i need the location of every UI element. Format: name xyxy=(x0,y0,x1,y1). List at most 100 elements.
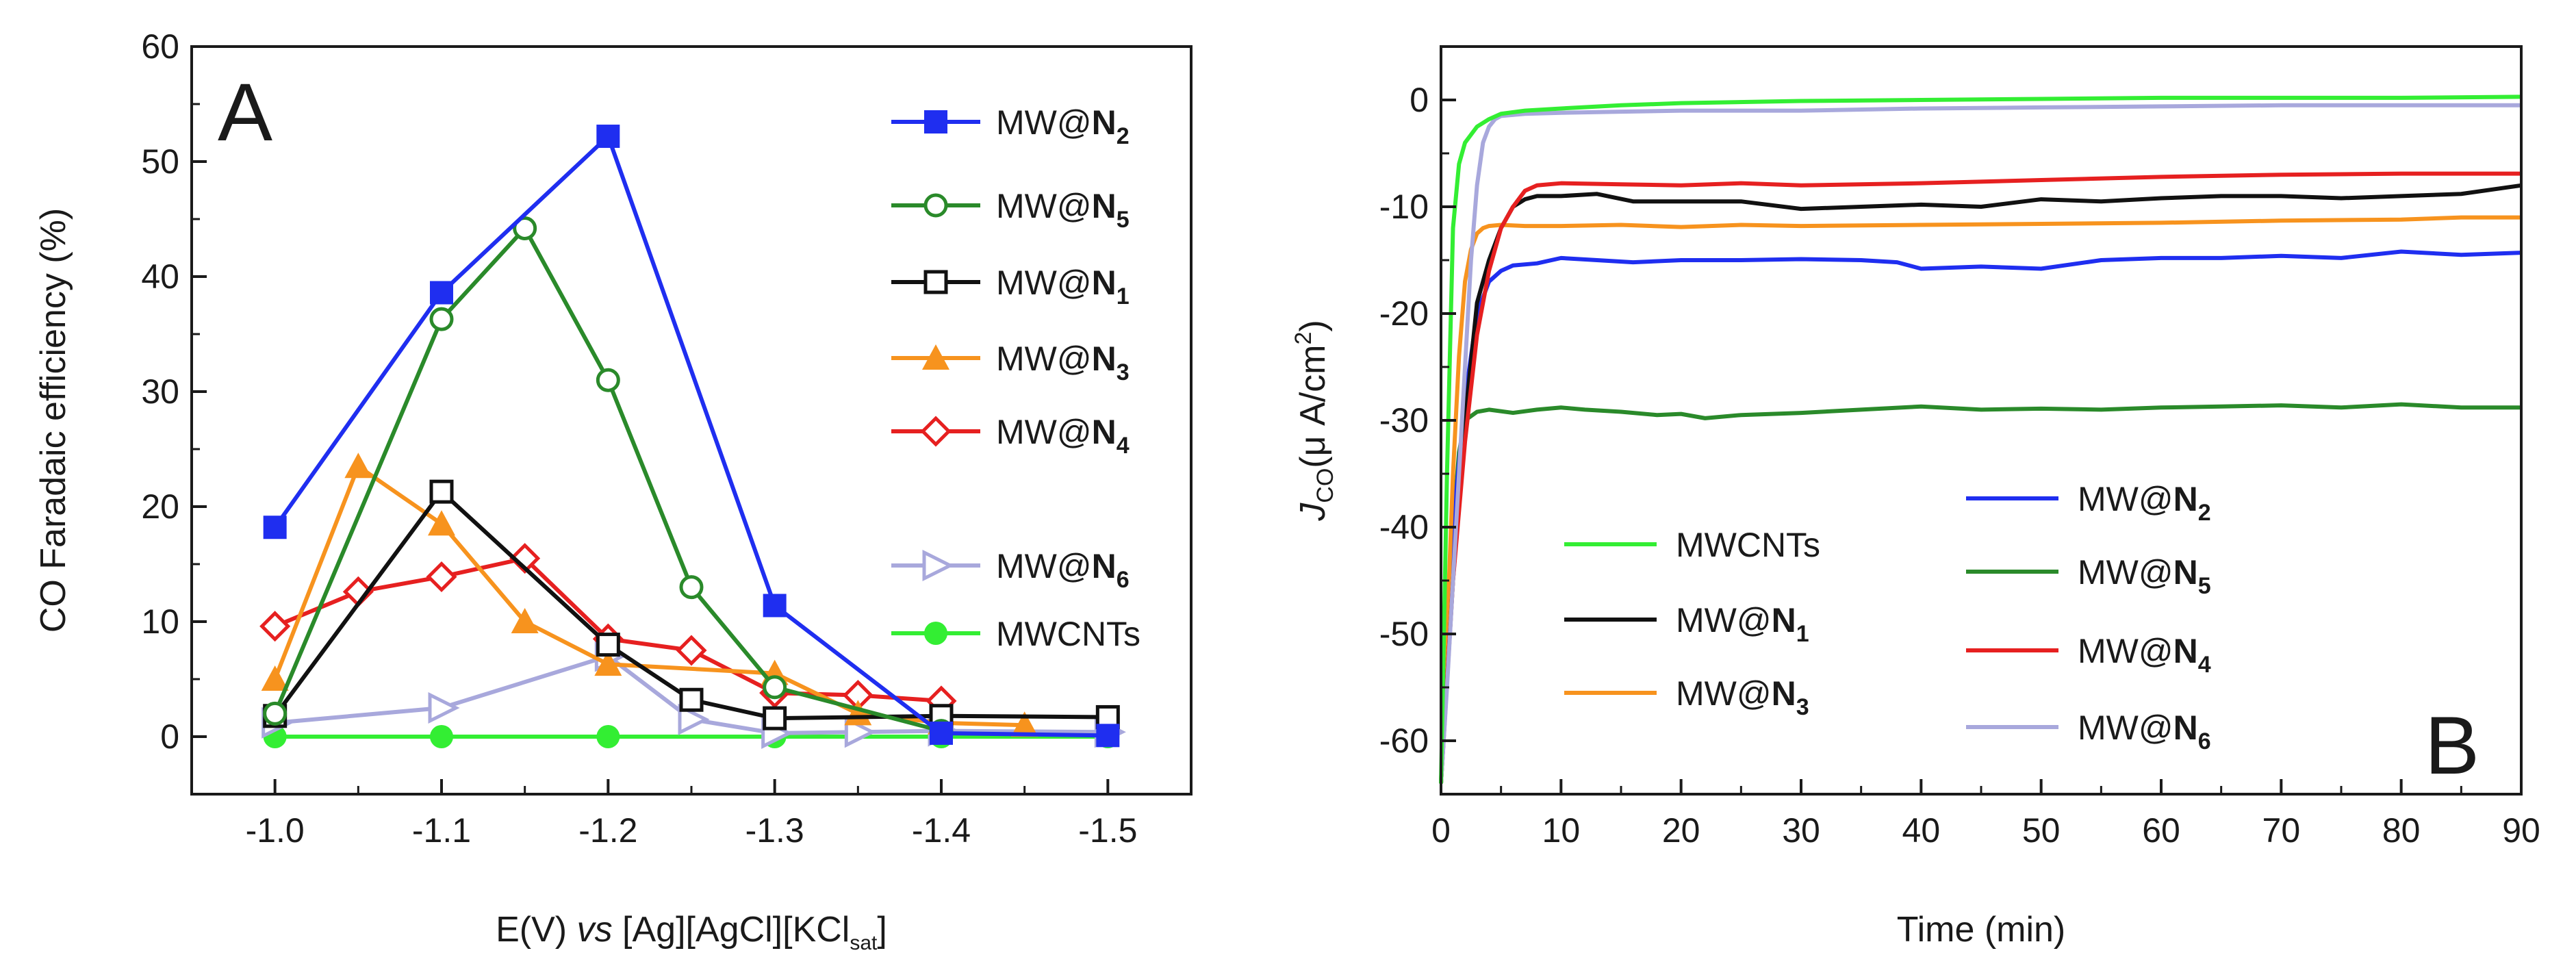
panel-a-legend-mw-n1-label: MW@N1 xyxy=(996,264,1130,309)
panel-a-series-mw-n3-point xyxy=(1010,711,1038,737)
panel-b-series-mw-n6 xyxy=(1439,103,2521,784)
panel-a-series-mw-n3-point xyxy=(261,665,289,691)
panel-a-legend-mw-n4-label-bold: N xyxy=(1092,413,1117,451)
panel-b-x-tick-label: 20 xyxy=(1662,811,1700,850)
panel-a-series-mw-n5 xyxy=(263,216,954,743)
panel-a-series-mw-n1 xyxy=(263,479,1120,730)
panel-a-legend-mw-n6-label-main: MW@ xyxy=(996,547,1092,585)
panel-a-y-tick-label: 30 xyxy=(141,372,179,411)
panel-a-legend-mw-n6-label-bold: N xyxy=(1092,547,1117,585)
panel-b-legend-mw-n5: MW@N5 xyxy=(1966,553,2211,599)
panel-b-series-mw-n2 xyxy=(1439,249,2522,784)
panel-a-x-axis-title-italic: vs xyxy=(577,910,613,950)
panel-a-x-tick-label: -1.1 xyxy=(412,811,471,850)
panel-b-legend-mw-n3-label-bold: N xyxy=(1772,674,1796,713)
panel-a-series-mw-n3 xyxy=(261,453,1038,737)
panel-a-series-mw-n3-point xyxy=(344,453,372,479)
panel-a-x-axis-title-main: E(V) xyxy=(496,910,576,950)
panel-a-series-mw-n3-point xyxy=(511,608,539,633)
panel-a-series-mwcnts-point xyxy=(430,725,453,748)
panel-a-series-mw-n1-line xyxy=(273,490,1108,721)
panel-a-y-axis-title: CO Faradaic efficiency (%) xyxy=(34,208,73,633)
panel-b-letter: B xyxy=(2425,700,2479,791)
panel-a-legend-mw-n6-label-sub: 6 xyxy=(1117,567,1130,593)
panel-b-y-axis-title-sub: CO xyxy=(1312,468,1338,503)
panel-a-series-mw-n1-point xyxy=(763,706,787,730)
panel-a-legend-mwcnts-marker xyxy=(924,622,947,645)
panel-b-x-axis-title: Time (min) xyxy=(1897,910,2066,950)
panel-a-legend-mw-n4-label-sub: 4 xyxy=(1117,433,1130,459)
panel-a-letter: A xyxy=(218,66,272,158)
panel-b-legend-mw-n6-label-sub: 6 xyxy=(2198,728,2211,754)
panel-b-legend-mw-n4-label: MW@N4 xyxy=(2078,632,2211,678)
panel-b-legend-mw-n4-label-sub: 4 xyxy=(2198,652,2211,678)
panel-b-y-tick-label: -60 xyxy=(1379,722,1429,760)
panel-a-legend-mw-n2-label-bold: N xyxy=(1092,103,1117,142)
panel-a-x-tick-label: -1.0 xyxy=(246,811,305,850)
panel-a-y-tick-label: 60 xyxy=(141,27,179,66)
panel-b-y-tick-label: -10 xyxy=(1379,188,1429,226)
panel-b-x-tick-label: 30 xyxy=(1782,811,1820,850)
panel-a-series-mwcnts-point xyxy=(596,725,620,748)
panel-a-series-mw-n2-point xyxy=(1096,724,1120,748)
panel-a-series-mw-n1-point xyxy=(429,479,454,504)
panel-a-legend-mw-n4-marker xyxy=(920,416,952,447)
panel-a-series-mw-n4-point xyxy=(259,611,291,642)
panel-a-y-tick-label: 40 xyxy=(141,257,179,296)
panel-b-legend-mw-n3-label-sub: 3 xyxy=(1796,694,1809,720)
panel-a-legend-mw-n5-marker xyxy=(923,193,948,218)
panel-b-x-tick-label: 10 xyxy=(1542,811,1581,850)
panel-b-legend-mw-n2-label: MW@N2 xyxy=(2078,480,2211,526)
panel-b-legend-mw-n4: MW@N4 xyxy=(1966,632,2211,678)
panel-a-x-tick-label: -1.5 xyxy=(1078,811,1137,850)
panel-b-series-mwcnts xyxy=(1439,94,2522,784)
panel-a-series-mw-n3-point xyxy=(428,510,455,536)
panel-a-legend-mwcnts-label: MWCNTs xyxy=(996,615,1140,653)
panel-a-series-mw-n4 xyxy=(259,543,957,717)
panel-b-legend-mw-n4-label-bold: N xyxy=(2173,632,2198,670)
panel-b-legend-mw-n1-label-bold: N xyxy=(1772,601,1796,639)
panel-a-legend-mw-n4-label-main: MW@ xyxy=(996,413,1092,451)
panel-b-y-tick-label: -30 xyxy=(1379,401,1429,440)
panel-b-y-axis-title-close: ) xyxy=(1293,320,1333,331)
panel-a-legend-mw-n1-label-bold: N xyxy=(1092,264,1117,302)
panel-b-legend-mwcnts-label-main: MWCNTs xyxy=(1676,526,1820,564)
panel-b-legend-mw-n2: MW@N2 xyxy=(1966,480,2211,526)
panel-a-series-mw-n5-point xyxy=(763,675,787,700)
panel-a-y-tick-label: 50 xyxy=(141,142,179,181)
panel-b-y-axis-title: JCO(μ A/cm2) xyxy=(1290,320,1338,521)
panel-a-legend-mw-n6-marker xyxy=(922,549,954,582)
panel-b-y-axis-title-sup: 2 xyxy=(1290,332,1316,345)
panel-a-series-mwcnts xyxy=(263,725,1120,748)
panel-a-legend-mw-n6: MW@N6 xyxy=(891,547,1130,593)
panel-b-legend-mw-n1-label-sub: 1 xyxy=(1796,621,1809,647)
panel-b-legend-mw-n6-label: MW@N6 xyxy=(2078,709,2211,754)
panel-b-series-mw-n4 xyxy=(1439,171,2521,784)
panel-b-y-tick-label: 0 xyxy=(1410,81,1429,119)
panel-b-legend-mw-n1: MW@N1 xyxy=(1564,601,1809,647)
panel-a-chart: -1.0 -1.1 -1.2 -1.3 -1.4 -1.5 0 10 20 30 40 50 60 MW… xyxy=(34,27,1193,954)
panel-b-legend-mw-n2-label-bold: N xyxy=(2173,480,2198,518)
panel-a-legend-mw-n3-label-bold: N xyxy=(1092,340,1117,378)
panel-b-legend-mw-n2-label-main: MW@ xyxy=(2078,480,2173,518)
panel-a-series-mw-n6-point xyxy=(428,691,460,724)
panel-a-series-mw-n2-point xyxy=(263,516,287,539)
panel-b-legend-mw-n5-label: MW@N5 xyxy=(2078,553,2211,599)
panel-a-legend-mw-n3-label-sub: 3 xyxy=(1117,359,1130,385)
panel-a-legend-mw-n5: MW@N5 xyxy=(891,187,1130,233)
panel-a-series-mw-n2-point xyxy=(763,594,787,618)
panel-a-series-mw-n2-point xyxy=(430,281,453,305)
panel-a-series-mw-n5-point xyxy=(263,701,288,726)
panel-a-legend-mw-n4: MW@N4 xyxy=(891,413,1130,459)
panel-a-legend-mw-n5-label-main: MW@ xyxy=(996,187,1092,225)
panel-a-x-tick-label: -1.2 xyxy=(578,811,637,850)
panel-b-legend-mwcnts: MWCNTs xyxy=(1564,526,1820,564)
panel-b-legend-mw-n1-label: MW@N1 xyxy=(1676,601,1809,647)
panel-b-legend-mw-n6-label-bold: N xyxy=(2173,709,2198,747)
panel-a-series-mw-n2-point xyxy=(596,125,620,149)
panel-b-legend-mw-n1-label-main: MW@ xyxy=(1676,601,1772,639)
panel-a-series-mw-n4-point xyxy=(676,635,707,666)
